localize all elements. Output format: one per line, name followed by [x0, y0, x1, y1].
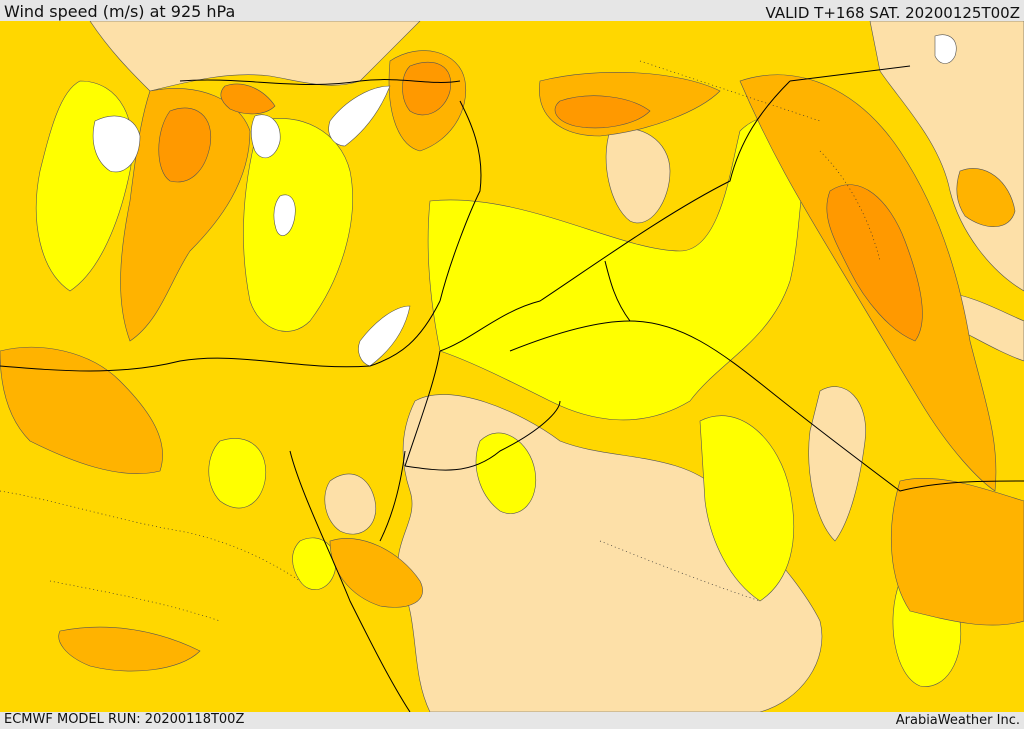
wind-speed-map — [0, 21, 1024, 712]
political-borders — [0, 65, 1024, 712]
peak-wind-zones — [158, 61, 923, 342]
province-lines — [0, 60, 881, 622]
map-canvas — [0, 21, 1024, 712]
calm-zones — [92, 34, 957, 367]
valid-time: VALID T+168 SAT. 20200125T00Z — [765, 4, 1020, 22]
model-run-label: ECMWF MODEL RUN: 20200118T00Z — [4, 712, 245, 727]
map-title: Wind speed (m/s) at 925 hPa — [4, 2, 236, 21]
credit-label: ArabiaWeather Inc. — [895, 713, 1020, 728]
footer-bar: ECMWF MODEL RUN: 20200118T00Z ArabiaWeat… — [0, 712, 1024, 729]
title-bar: Wind speed (m/s) at 925 hPa VALID T+168 … — [0, 0, 1024, 22]
